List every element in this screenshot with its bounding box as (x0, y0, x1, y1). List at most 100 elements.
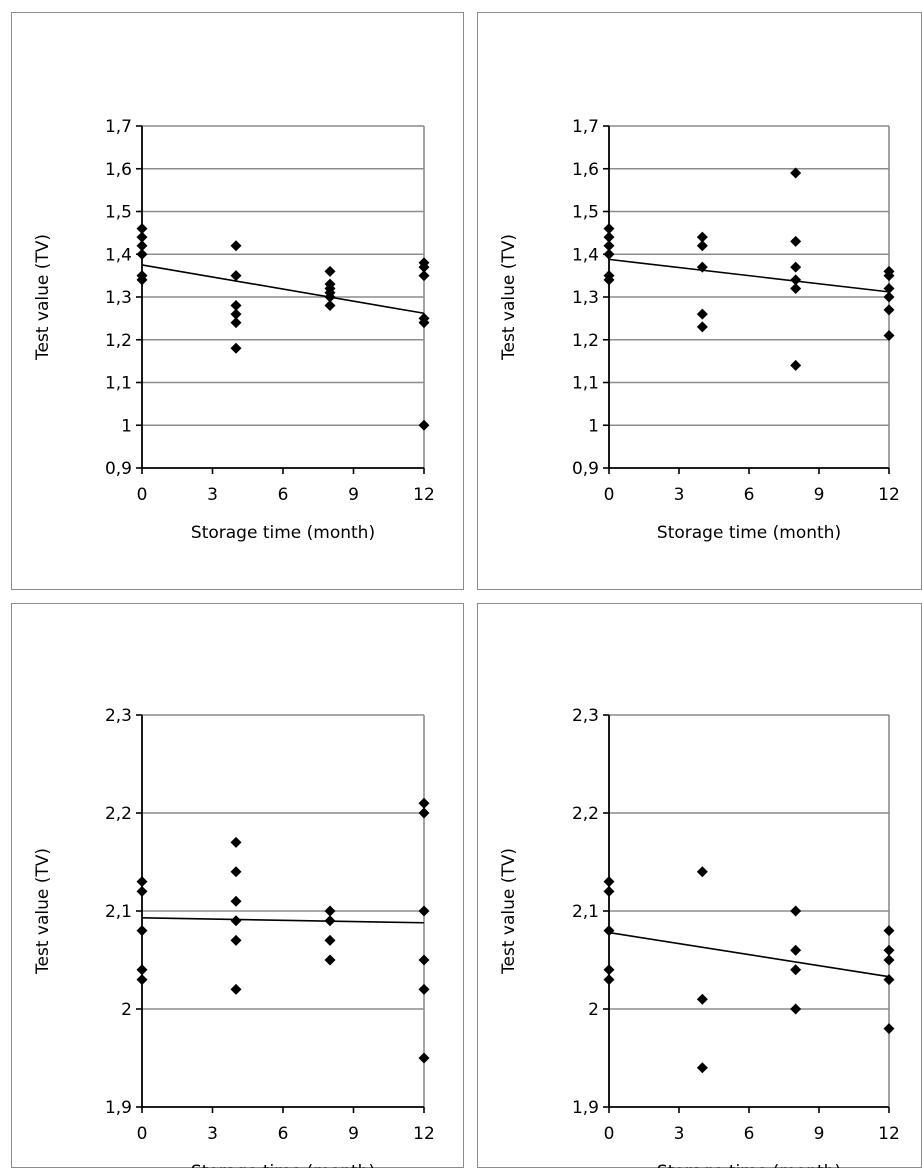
y-tick-label: 1,1 (105, 374, 132, 394)
x-tick-label: 9 (348, 485, 359, 505)
data-point (883, 291, 895, 303)
x-tick-label: 3 (207, 485, 218, 505)
y-axis-title: Test value (TV) (499, 234, 519, 361)
trendline (141, 917, 425, 924)
trendline (141, 264, 425, 315)
data-point (603, 925, 615, 937)
data-point (136, 274, 148, 286)
y-tick-label: 1,9 (105, 1098, 132, 1118)
x-tick-label: 6 (278, 1124, 289, 1144)
data-point (696, 1062, 708, 1074)
x-tick-label: 6 (744, 1124, 755, 1144)
x-tick-label: 0 (137, 485, 148, 505)
data-point (603, 248, 615, 260)
data-point (136, 240, 148, 252)
chart-panel-top-left: 0,9 1 1,1 1,2 1,3 1,4 1,5 1,6 1,7 0 3 6 9 12 Storage t… (11, 12, 464, 590)
data-point (883, 1023, 895, 1035)
data-point (790, 1003, 802, 1015)
data-point (230, 836, 242, 848)
y-tick-label: 2,1 (572, 902, 599, 922)
y-tick-label: 2 (588, 1000, 599, 1020)
y-tick-label: 1,2 (105, 331, 132, 351)
data-point (696, 866, 708, 878)
data-point (324, 954, 336, 966)
data-point (230, 934, 242, 946)
x-tick-label: 12 (878, 1124, 900, 1144)
scatter-chart-top-left: 0,9 1 1,1 1,2 1,3 1,4 1,5 1,6 1,7 0 3 6 9 12 Storage t… (33, 117, 435, 543)
y-tick-label: 0,9 (572, 459, 599, 479)
data-point (230, 317, 242, 329)
x-tick-label: 12 (878, 485, 900, 505)
y-tick-label: 1,7 (572, 117, 599, 137)
y-tick-label: 1,3 (105, 288, 132, 308)
data-point (324, 291, 336, 303)
data-point (230, 895, 242, 907)
y-tick-label: 1,1 (572, 374, 599, 394)
y-tick-label: 1,4 (105, 245, 132, 265)
x-tick-label: 0 (604, 1124, 615, 1144)
data-point (790, 261, 802, 273)
data-point (790, 274, 802, 286)
data-point (790, 282, 802, 294)
x-tick-label: 9 (814, 1124, 825, 1144)
chart-panel-bottom-right: 1,9 2 2,1 2,2 2,3 0 3 6 9 12 Storage time (month) T… (477, 603, 922, 1168)
chart-panel-bottom-left: 1,9 2 2,1 2,2 2,3 0 3 6 9 12 Storage time (month) T… (11, 603, 464, 1168)
data-point (790, 359, 802, 371)
data-point (230, 342, 242, 354)
data-point (883, 329, 895, 341)
data-point (230, 866, 242, 878)
data-point (696, 321, 708, 333)
x-axis-title: Storage time (month) (191, 1162, 375, 1168)
data-point (883, 925, 895, 937)
data-point (136, 925, 148, 937)
x-tick-label: 6 (278, 485, 289, 505)
data-point (603, 223, 615, 235)
scatter-chart-bottom-right: 1,9 2 2,1 2,2 2,3 0 3 6 9 12 Storage time (month) T… (499, 706, 900, 1168)
data-point (136, 964, 148, 976)
data-point (230, 308, 242, 320)
data-point (603, 876, 615, 888)
data-point (883, 954, 895, 966)
chart-panel-top-right: 0,9 1 1,1 1,2 1,3 1,4 1,5 1,6 1,7 0 3 6 9 12 Storage t… (477, 12, 922, 590)
data-point (696, 993, 708, 1005)
data-point (790, 905, 802, 917)
x-tick-label: 12 (413, 485, 435, 505)
data-point (136, 974, 148, 986)
data-point (136, 885, 148, 897)
y-tick-label: 2 (121, 1000, 132, 1020)
data-point (324, 915, 336, 927)
y-tick-label: 2,3 (105, 706, 132, 726)
data-point (790, 944, 802, 956)
y-tick-label: 1,5 (105, 203, 132, 223)
data-point (230, 983, 242, 995)
y-tick-label: 1,4 (572, 245, 599, 265)
data-point (418, 419, 430, 431)
data-point (418, 270, 430, 282)
y-tick-label: 1,9 (572, 1098, 599, 1118)
data-point (883, 944, 895, 956)
data-point (790, 167, 802, 179)
y-tick-label: 1 (121, 416, 132, 436)
scatter-chart-bottom-left: 1,9 2 2,1 2,2 2,3 0 3 6 9 12 Storage time (month) T… (33, 706, 435, 1168)
data-point (418, 1052, 430, 1064)
data-point (790, 964, 802, 976)
data-point (603, 974, 615, 986)
x-tick-label: 0 (604, 485, 615, 505)
data-point (418, 983, 430, 995)
data-point (696, 231, 708, 243)
x-axis-title: Storage time (month) (191, 523, 375, 543)
data-point (230, 240, 242, 252)
scatter-chart-top-right: 0,9 1 1,1 1,2 1,3 1,4 1,5 1,6 1,7 0 3 6 9 12 Storage t… (499, 117, 900, 543)
data-point (136, 876, 148, 888)
data-point (418, 317, 430, 329)
x-tick-label: 3 (207, 1124, 218, 1144)
x-tick-label: 0 (137, 1124, 148, 1144)
x-tick-label: 3 (674, 1124, 685, 1144)
data-point (230, 300, 242, 312)
data-point (324, 300, 336, 312)
data-point (324, 934, 336, 946)
data-point (136, 248, 148, 260)
data-point (230, 915, 242, 927)
trendline (608, 258, 890, 293)
data-point (136, 223, 148, 235)
